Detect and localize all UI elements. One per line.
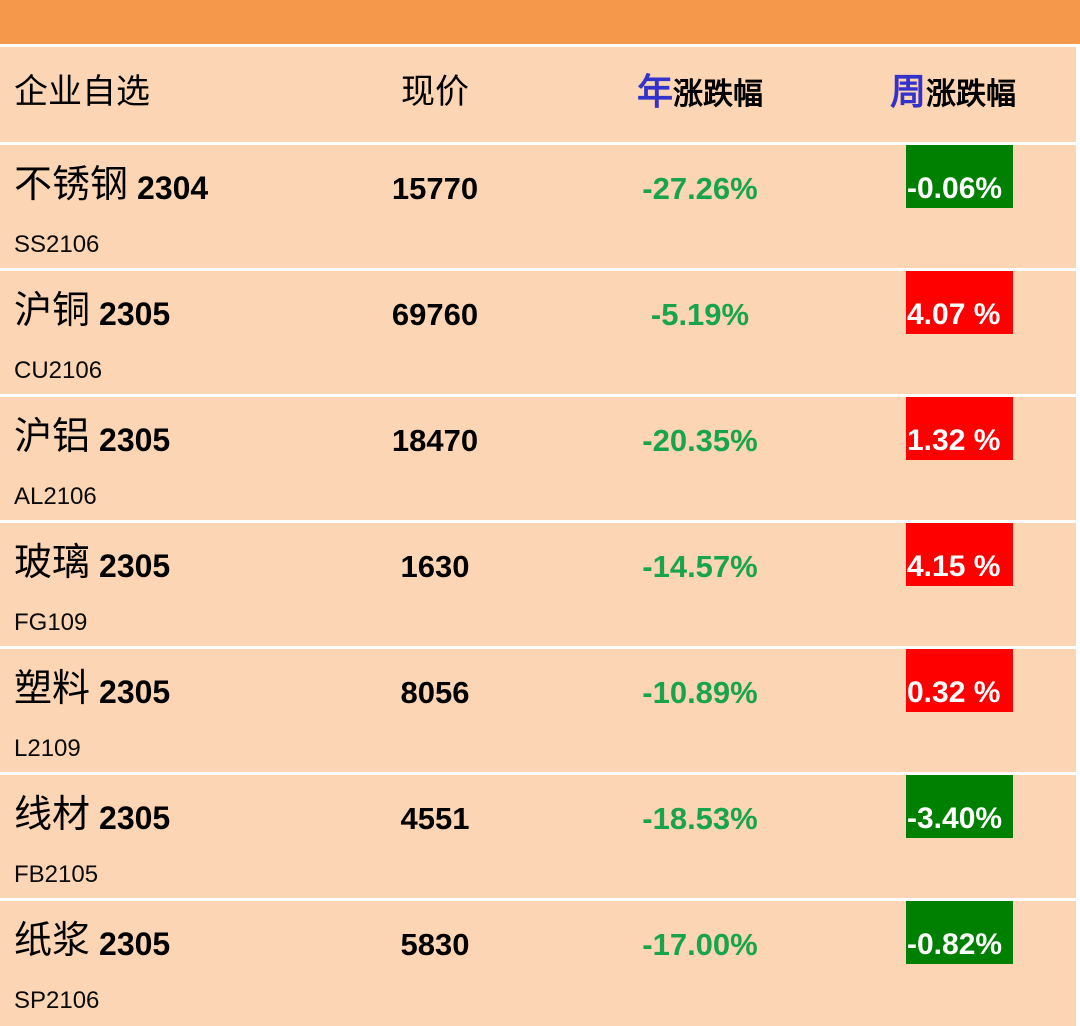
week-change-badge: -0.82% <box>906 901 1013 964</box>
price-cell: 15770 <box>300 145 570 208</box>
col-header-price: 现价 <box>401 74 469 111</box>
price-cell: 4551 <box>300 775 570 838</box>
instrument-cell: 塑料 2305 <box>0 649 300 712</box>
table-row[interactable]: 塑料 2305 8056 -10.89% 0.32 % L2109 <box>0 646 1076 772</box>
instrument-name: 沪铝 <box>14 416 91 458</box>
week-change-value: -0.06% <box>907 172 1003 205</box>
table-row[interactable]: 不锈钢 2304 15770 -27.26% -0.06% SS2106 <box>0 142 1076 268</box>
week-change-value: -3.40% <box>907 802 1003 835</box>
price-cell: 5830 <box>300 901 570 964</box>
year-change-value: -10.89% <box>642 675 758 710</box>
instrument-cell: 沪铝 2305 <box>0 397 300 460</box>
week-suffix-label: 涨跌幅 <box>926 78 1016 111</box>
week-change-cell: -0.82% <box>830 901 1076 964</box>
year-change-value: -27.26% <box>642 171 758 206</box>
week-change-cell: 1.32 % <box>830 397 1076 460</box>
instrument-cell: 纸浆 2305 <box>0 901 300 964</box>
year-change-cell: -27.26% <box>570 145 830 208</box>
year-change-cell: -14.57% <box>570 523 830 586</box>
contract-month: 2305 <box>99 674 171 710</box>
year-suffix-label: 涨跌幅 <box>673 78 763 111</box>
contract-code: FB2105 <box>14 861 99 888</box>
price-cell: 69760 <box>300 271 570 334</box>
col-header-year-change: 年涨跌幅 <box>570 74 830 110</box>
instrument-name: 不锈钢 <box>14 164 129 206</box>
week-change-badge: 0.32 % <box>906 649 1013 712</box>
instrument-name: 塑料 <box>14 668 91 710</box>
year-change-value: -17.00% <box>642 927 758 962</box>
year-change-cell: -17.00% <box>570 901 830 964</box>
price-cell: 1630 <box>300 523 570 586</box>
instrument-cell: 不锈钢 2304 <box>0 145 300 208</box>
year-change-cell: -5.19% <box>570 271 830 334</box>
contract-month: 2305 <box>99 296 171 332</box>
table-row[interactable]: 玻璃 2305 1630 -14.57% 4.15 % FG109 <box>0 520 1076 646</box>
current-price: 15770 <box>391 171 479 206</box>
instrument-name: 纸浆 <box>14 920 91 962</box>
watchlist-table: 企业自选 现价 年涨跌幅 周涨跌幅 不锈钢 2304 15770 -27.26%… <box>0 47 1076 1026</box>
week-change-cell: -3.40% <box>830 775 1076 838</box>
contract-code: SP2106 <box>14 987 100 1014</box>
instrument-name: 玻璃 <box>14 542 91 584</box>
current-price: 5830 <box>400 927 470 962</box>
week-change-badge: -3.40% <box>906 775 1013 838</box>
col-header-watchlist: 企业自选 <box>14 74 150 111</box>
instrument-name: 沪铜 <box>14 290 91 332</box>
col-header-week-change: 周涨跌幅 <box>830 74 1076 110</box>
current-price: 69760 <box>391 297 479 332</box>
week-change-value: 1.32 % <box>907 424 1001 457</box>
current-price: 8056 <box>400 675 470 710</box>
week-change-cell: 4.07 % <box>830 271 1076 334</box>
instrument-cell: 沪铜 2305 <box>0 271 300 334</box>
year-change-cell: -20.35% <box>570 397 830 460</box>
week-change-badge: 4.07 % <box>906 271 1013 334</box>
contract-month: 2304 <box>137 170 209 206</box>
year-change-value: -18.53% <box>642 801 758 836</box>
week-change-badge: 4.15 % <box>906 523 1013 586</box>
week-change-value: -0.82% <box>907 928 1003 961</box>
week-change-badge: 1.32 % <box>906 397 1013 460</box>
year-change-value: -14.57% <box>642 549 758 584</box>
price-cell: 8056 <box>300 649 570 712</box>
top-accent-bar <box>0 0 1080 44</box>
week-change-cell: 0.32 % <box>830 649 1076 712</box>
current-price: 4551 <box>400 801 470 836</box>
contract-month: 2305 <box>99 926 171 962</box>
contract-code: FG109 <box>14 609 88 636</box>
contract-code: AL2106 <box>14 483 97 510</box>
contract-month: 2305 <box>99 548 171 584</box>
instrument-cell: 线材 2305 <box>0 775 300 838</box>
year-change-cell: -18.53% <box>570 775 830 838</box>
year-prefix-label: 年 <box>636 71 673 112</box>
week-change-cell: 4.15 % <box>830 523 1076 586</box>
contract-month: 2305 <box>99 422 171 458</box>
table-row[interactable]: 沪铜 2305 69760 -5.19% 4.07 % CU2106 <box>0 268 1076 394</box>
current-price: 18470 <box>391 423 479 458</box>
current-price: 1630 <box>400 549 470 584</box>
week-change-cell: -0.06% <box>830 145 1076 208</box>
price-cell: 18470 <box>300 397 570 460</box>
week-change-value: 0.32 % <box>907 676 1001 709</box>
contract-code: SS2106 <box>14 231 100 258</box>
week-prefix-label: 周 <box>889 71 926 112</box>
instrument-name: 线材 <box>14 794 91 836</box>
table-row[interactable]: 线材 2305 4551 -18.53% -3.40% FB2105 <box>0 772 1076 898</box>
week-change-value: 4.15 % <box>907 550 1001 583</box>
year-change-value: -20.35% <box>642 423 758 458</box>
contract-code: L2109 <box>14 735 81 762</box>
contract-month: 2305 <box>99 800 171 836</box>
week-change-value: 4.07 % <box>907 298 1001 331</box>
year-change-value: -5.19% <box>650 297 750 332</box>
table-header-row: 企业自选 现价 年涨跌幅 周涨跌幅 <box>0 47 1076 142</box>
year-change-cell: -10.89% <box>570 649 830 712</box>
week-change-badge: -0.06% <box>906 145 1013 208</box>
contract-code: CU2106 <box>14 357 103 384</box>
table-row[interactable]: 纸浆 2305 5830 -17.00% -0.82% SP2106 <box>0 898 1076 1026</box>
instrument-cell: 玻璃 2305 <box>0 523 300 586</box>
table-row[interactable]: 沪铝 2305 18470 -20.35% 1.32 % AL2106 <box>0 394 1076 520</box>
